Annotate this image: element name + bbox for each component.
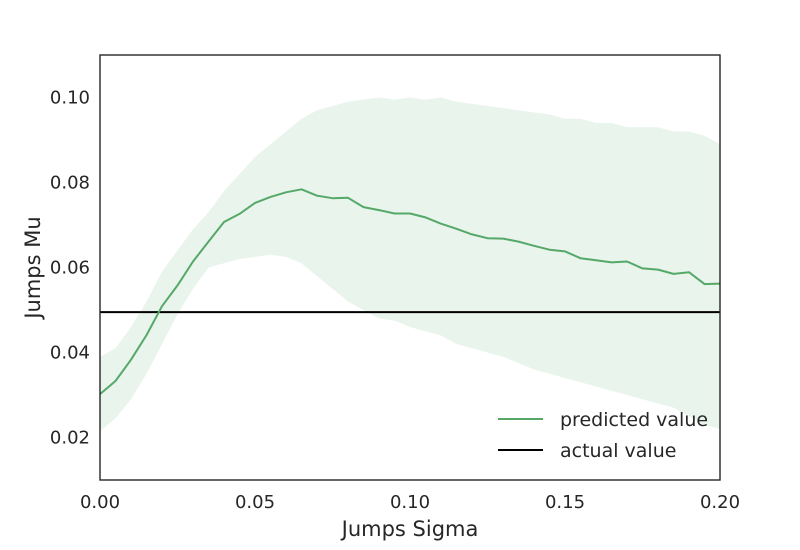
predicted-value-line [99, 188, 721, 395]
series-line-layer [99, 188, 721, 395]
y-tick-label: 0.10 [50, 88, 90, 109]
x-tick-label: 0.20 [700, 492, 740, 513]
x-tick-label: 0.00 [80, 492, 120, 513]
y-tick-label: 0.08 [50, 173, 90, 194]
x-tick-label: 0.15 [545, 492, 585, 513]
x-tick-label: 0.05 [235, 492, 275, 513]
x-axis-label: Jumps Sigma [340, 517, 479, 541]
legend-label-predicted: predicted value [560, 409, 708, 431]
y-tick-label: 0.04 [50, 343, 90, 364]
y-tick-label: 0.02 [50, 428, 90, 449]
confidence-band [100, 97, 720, 432]
y-tick-label: 0.06 [50, 258, 90, 279]
legend: predicted value actual value [498, 409, 708, 462]
plot-frame [99, 54, 721, 481]
tick-layer: 0.00 0.05 0.10 0.15 0.20 0.02 0.04 0.06 0.08 0.10 [50, 88, 740, 514]
legend-label-actual: actual value [560, 440, 676, 462]
confidence-band-layer [100, 97, 720, 432]
x-tick-label: 0.10 [390, 492, 430, 513]
y-axis-label: Jumps Mu [21, 216, 45, 320]
